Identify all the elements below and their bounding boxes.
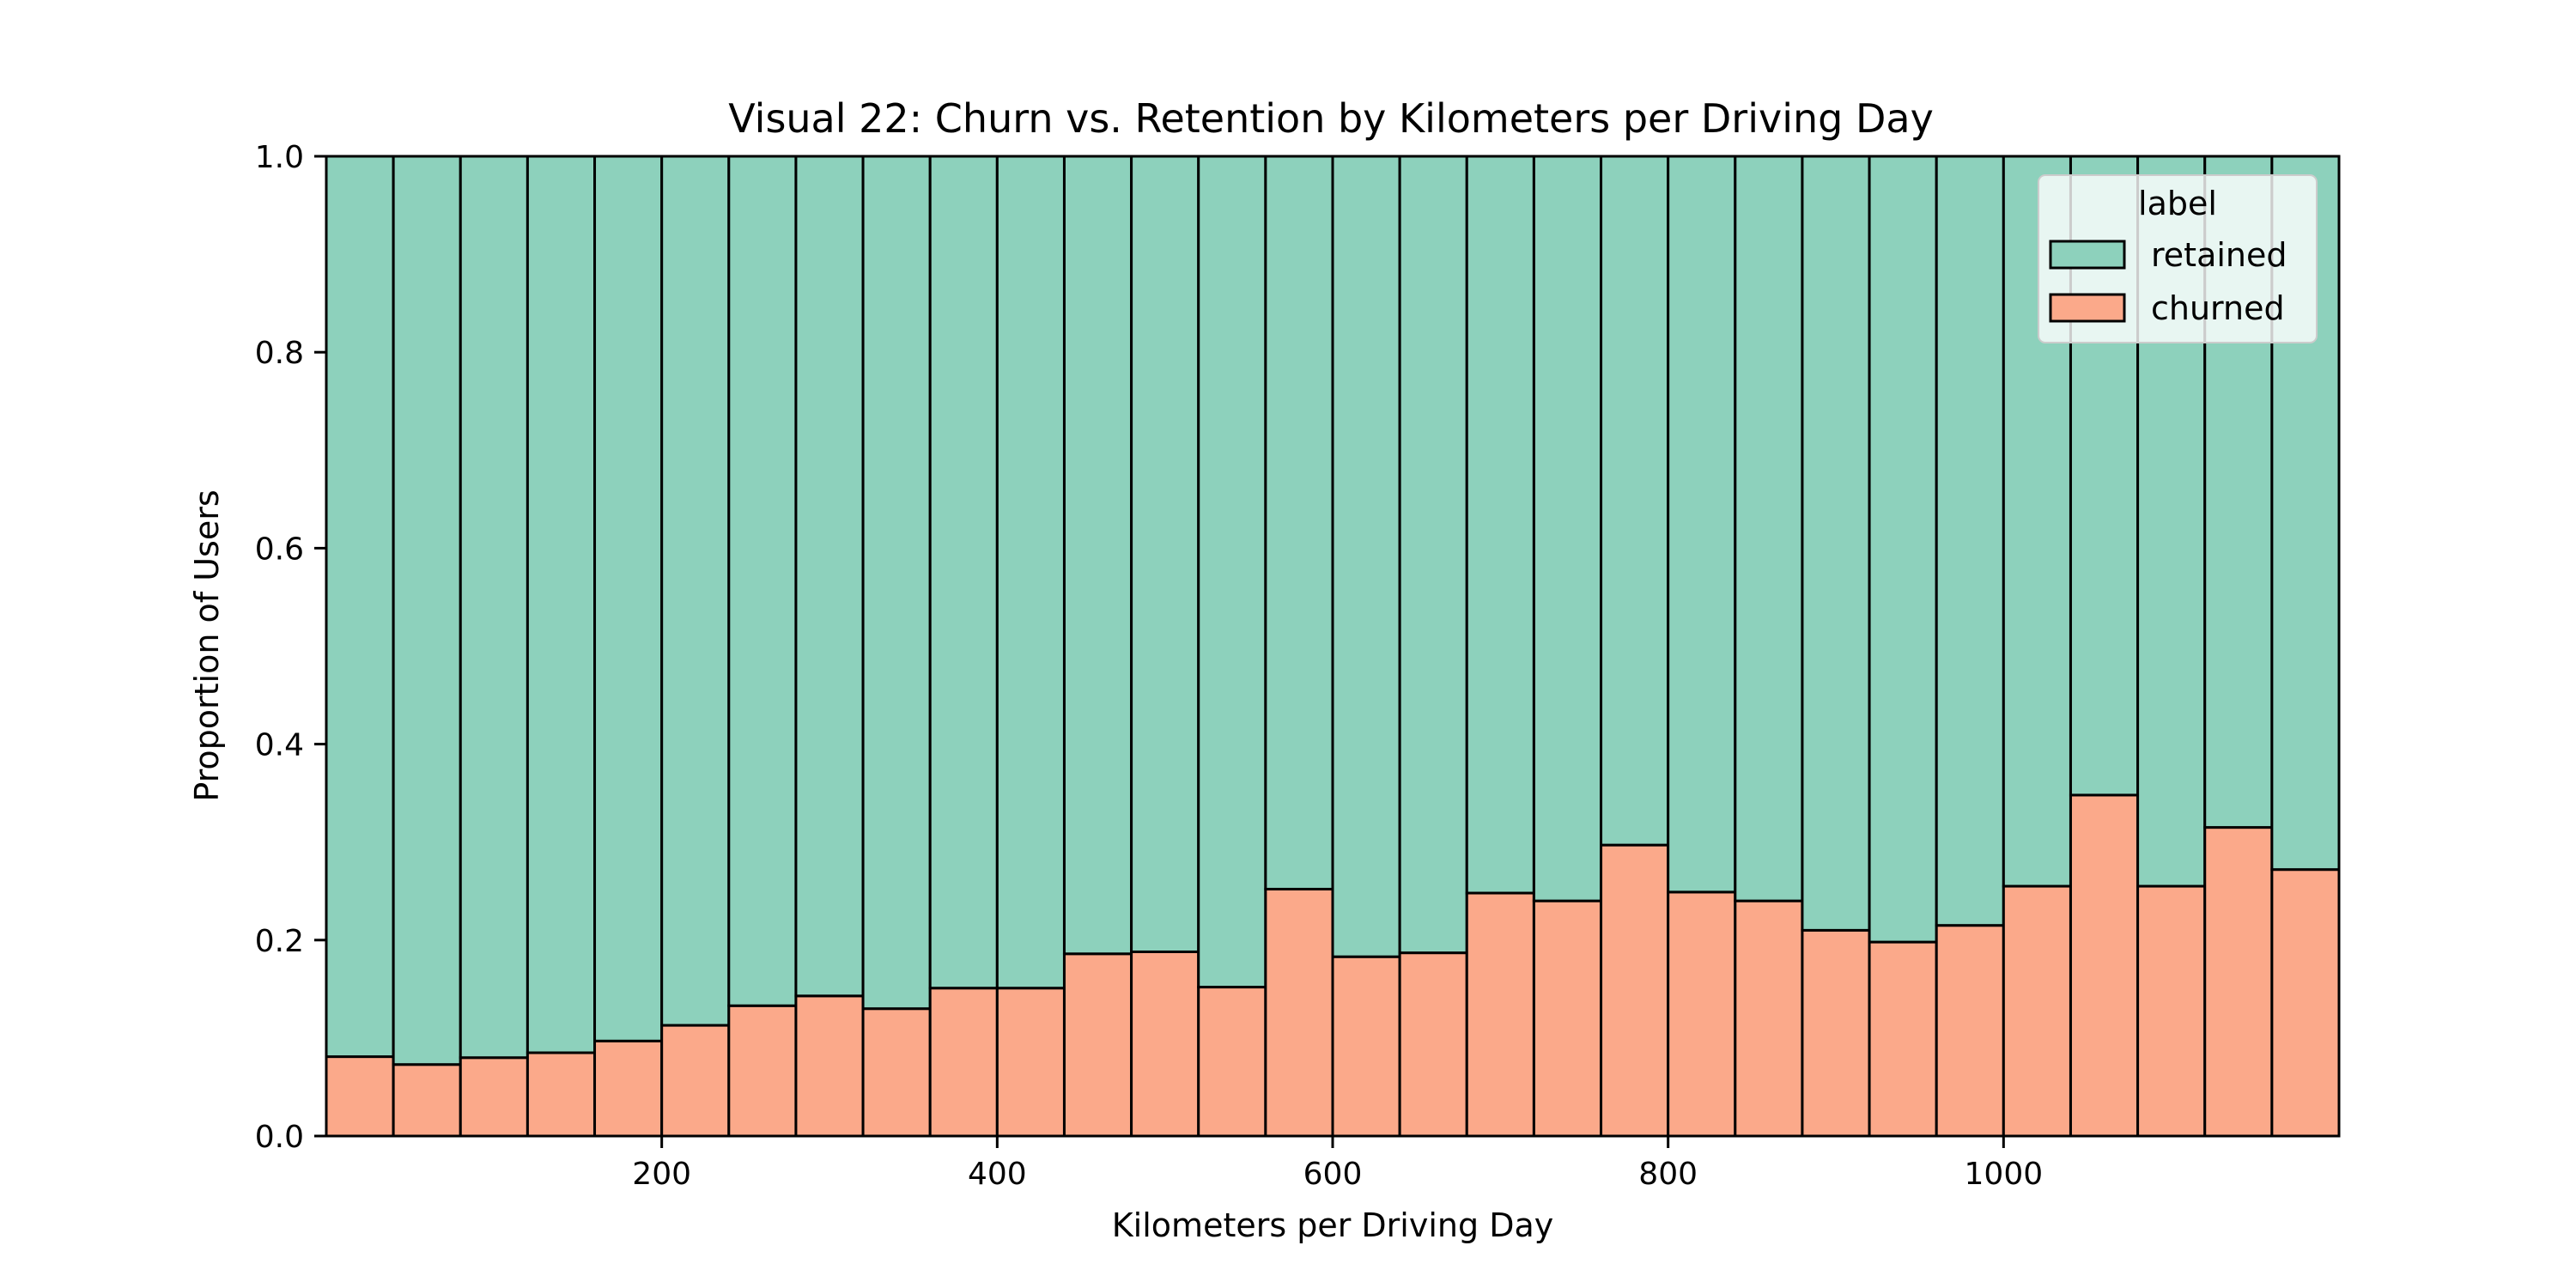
bar-retained — [459, 155, 529, 1060]
bar-retained — [1130, 155, 1200, 953]
bar-retained — [1532, 155, 1603, 902]
x-axis: 200 400 600 800 1000 — [632, 1136, 2043, 1192]
bar-churned — [1062, 952, 1133, 1138]
bar-retained — [1264, 155, 1334, 890]
bar-churned — [2136, 884, 2207, 1138]
y-tick-label: 0.0 — [255, 1120, 304, 1155]
bar-retained — [660, 155, 731, 1027]
bar-retained — [995, 155, 1066, 990]
bar-churned — [1264, 887, 1334, 1138]
plot-frame — [325, 155, 2341, 1138]
bar-retained — [1600, 155, 1670, 847]
bar-churned — [928, 987, 999, 1138]
y-axis: 0.0 0.2 0.4 0.6 0.8 1.0 — [255, 140, 326, 1155]
bar-retained — [1398, 155, 1468, 955]
bar-retained — [1062, 155, 1133, 956]
bar-churned — [2203, 826, 2274, 1138]
bar-churned — [1935, 924, 2005, 1138]
bar-retained — [1465, 155, 1535, 895]
bar-churned — [794, 994, 865, 1138]
bar-churned — [727, 1004, 798, 1138]
bar-retained — [1935, 155, 2005, 927]
legend: label retained churned — [2038, 174, 2318, 343]
bar-retained — [526, 155, 597, 1054]
bar-churned — [1130, 950, 1200, 1138]
bar-churned — [1197, 986, 1267, 1138]
y-axis-label: Proportion of Users — [188, 489, 226, 801]
bar-retained — [1734, 155, 1804, 902]
bar-retained — [392, 155, 462, 1066]
bar-churned — [995, 987, 1066, 1138]
legend-label-churned: churned — [2151, 289, 2285, 327]
bar-churned — [660, 1024, 731, 1138]
bar-churned — [1868, 940, 1938, 1138]
legend-swatch-retained — [2049, 240, 2126, 270]
bar-churned — [459, 1056, 529, 1138]
bar-churned — [2069, 793, 2140, 1138]
bar-churned — [1600, 843, 1670, 1138]
bar-retained — [1667, 155, 1737, 894]
x-tick-label: 600 — [1303, 1157, 1363, 1192]
x-tick-label: 200 — [632, 1157, 691, 1192]
bar-churned — [861, 1007, 932, 1138]
y-tick-label: 0.8 — [255, 336, 304, 371]
bar-churned — [325, 1055, 395, 1138]
bar-retained — [861, 155, 932, 1011]
legend-swatch-churned — [2049, 293, 2126, 323]
bar-retained — [928, 155, 999, 990]
bar-churned — [1801, 928, 1871, 1138]
y-tick-label: 1.0 — [255, 140, 304, 175]
x-tick-label: 1000 — [1965, 1157, 2044, 1192]
y-tick-label: 0.4 — [255, 728, 304, 763]
bars-group — [325, 155, 2341, 1138]
bar-retained — [593, 155, 664, 1042]
bar-retained — [727, 155, 798, 1007]
bar-retained — [1197, 155, 1267, 989]
bar-retained — [325, 155, 395, 1059]
legend-label-retained: retained — [2151, 236, 2287, 274]
bar-churned — [1532, 899, 1603, 1138]
x-tick-label: 400 — [968, 1157, 1027, 1192]
x-tick-label: 800 — [1638, 1157, 1698, 1192]
bar-churned — [526, 1051, 597, 1138]
bar-churned — [2270, 868, 2341, 1138]
bar-churned — [1667, 890, 1737, 1138]
bar-retained — [1868, 155, 1938, 944]
chart-title: Visual 22: Churn vs. Retention by Kilome… — [728, 95, 1934, 142]
bar-churned — [593, 1039, 664, 1138]
y-tick-label: 0.6 — [255, 532, 304, 567]
bar-churned — [392, 1063, 462, 1138]
bar-churned — [1734, 899, 1804, 1138]
x-axis-label: Kilometers per Driving Day — [1112, 1206, 1553, 1244]
bar-churned — [1398, 951, 1468, 1138]
bar-retained — [1331, 155, 1401, 958]
bar-churned — [2002, 884, 2072, 1138]
bar-churned — [1331, 955, 1401, 1138]
legend-title: label — [2138, 185, 2217, 222]
y-tick-label: 0.2 — [255, 924, 304, 959]
bar-retained — [1801, 155, 1871, 932]
bar-churned — [1465, 891, 1535, 1138]
bar-retained — [794, 155, 865, 998]
